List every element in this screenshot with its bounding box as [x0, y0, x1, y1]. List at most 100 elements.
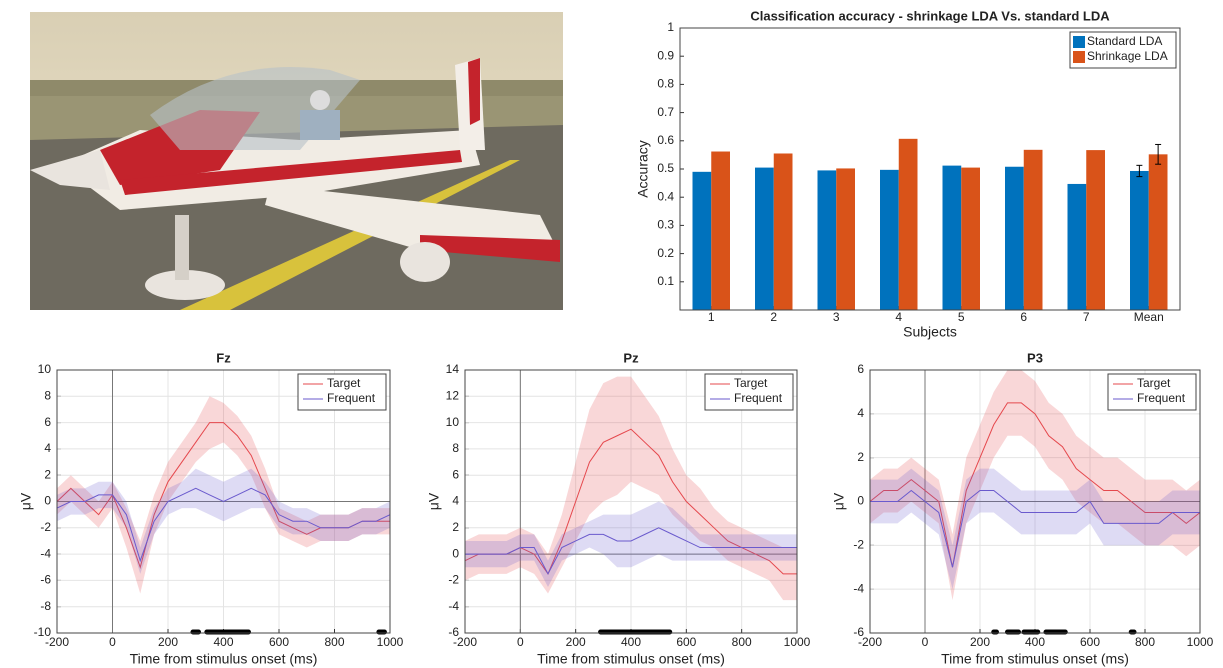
- x-tick-label: Mean: [1134, 310, 1164, 324]
- y-tick-label: 8: [452, 441, 459, 455]
- y-axis-label: Accuracy: [635, 140, 651, 198]
- legend-swatch: [1073, 36, 1085, 48]
- legend-label: Frequent: [1137, 391, 1186, 405]
- y-tick-label: 0: [44, 494, 51, 508]
- x-tick-label: 0: [109, 635, 116, 649]
- legend-label: Target: [327, 376, 361, 390]
- chart-title: Pz: [623, 350, 639, 365]
- y-tick-label: 0.9: [657, 48, 674, 62]
- y-tick-label: 0.1: [657, 274, 674, 288]
- chart: 0.1 0.2 0.3 0.4 0.5 0.6 0.7 0.8 0.9 1 Classificati…: [635, 8, 1181, 340]
- y-tick-label: 0: [452, 546, 459, 560]
- y-tick-label: 2: [44, 467, 51, 481]
- y-tick-label: 8: [44, 388, 51, 402]
- y-tick-label: 2: [857, 450, 864, 464]
- legend-swatch: [1073, 51, 1085, 63]
- y-tick-label: 4: [857, 406, 864, 420]
- x-tick-label: 800: [324, 635, 344, 649]
- x-tick-label: 3: [833, 310, 840, 324]
- x-axis-label: Time from stimulus onset (ms): [130, 651, 318, 667]
- bar: [1086, 150, 1105, 310]
- y-axis-label: μV: [831, 492, 847, 510]
- x-tick-label: 400: [213, 635, 233, 649]
- legend-label: Target: [1137, 376, 1171, 390]
- x-tick-label: 5: [958, 310, 965, 324]
- x-tick-label: 4: [895, 310, 902, 324]
- y-tick-label: 0.2: [657, 246, 674, 260]
- legend-label: Target: [734, 376, 768, 390]
- x-tick-label: 400: [1025, 635, 1045, 649]
- bar: [880, 169, 899, 310]
- bar: [836, 168, 855, 310]
- x-tick-label: -200: [858, 635, 882, 649]
- y-tick-label: -6: [853, 625, 864, 639]
- x-tick-label: 200: [158, 635, 178, 649]
- bar: [1067, 183, 1087, 310]
- y-tick-label: -8: [40, 599, 51, 613]
- y-tick-label: 6: [452, 467, 459, 481]
- axes-frame: [679, 27, 1181, 311]
- x-tick-label: 6: [1020, 310, 1027, 324]
- photo: [30, 12, 563, 310]
- legend-box: [704, 373, 794, 411]
- y-tick-label: -2: [448, 573, 459, 587]
- bar: [711, 151, 730, 310]
- confidence-band: [57, 468, 390, 574]
- x-tick-label: 600: [676, 635, 696, 649]
- y-tick-label: 6: [857, 362, 864, 376]
- bar: [942, 165, 962, 310]
- chart: -6 -4 -2 0 2 4 6 8 10 12 14 Pz Time from stimulus on…: [426, 350, 811, 666]
- legend-label: Standard LDA: [1087, 34, 1162, 48]
- legend-box: [1107, 373, 1197, 411]
- bar: [1005, 166, 1024, 310]
- x-tick-label: 1000: [377, 635, 404, 649]
- y-tick-label: 0.3: [657, 218, 674, 232]
- legend-box: [297, 373, 387, 411]
- x-tick-label: 600: [269, 635, 289, 649]
- x-axis-label: Subjects: [903, 324, 957, 340]
- y-tick-label: -2: [853, 538, 864, 552]
- y-tick-label: -2: [40, 520, 51, 534]
- chart: -10 -8 -6 -4 -2 0 2 4 6 8 10 Fz Time from stimulus o…: [18, 350, 404, 666]
- y-tick-label: 4: [452, 494, 459, 508]
- x-tick-label: -200: [453, 635, 477, 649]
- y-tick-label: -10: [34, 625, 52, 639]
- axes-frame: [869, 369, 1201, 634]
- y-tick-label: -6: [40, 573, 51, 587]
- y-tick-label: 0: [857, 494, 864, 508]
- x-tick-label: 200: [970, 635, 990, 649]
- line: [56, 487, 391, 563]
- y-tick-label: 14: [446, 362, 460, 376]
- line: [870, 489, 1200, 568]
- axes-frame: [56, 369, 391, 634]
- y-tick-label: 0.8: [657, 77, 674, 91]
- y-tick-label: 6: [44, 415, 51, 429]
- x-tick-label: 7: [1083, 310, 1090, 324]
- bar: [773, 153, 793, 310]
- confidence-band: [465, 501, 797, 587]
- chart-title: Fz: [216, 350, 231, 365]
- bar: [755, 167, 774, 310]
- x-tick-label: 600: [1080, 635, 1100, 649]
- y-axis-label: μV: [18, 492, 34, 510]
- axes-frame: [464, 369, 798, 634]
- bar: [961, 167, 980, 310]
- bar: [898, 138, 918, 310]
- y-tick-label: 0.4: [657, 189, 674, 203]
- chart-title: P3: [1027, 350, 1043, 365]
- y-tick-label: 10: [38, 362, 52, 376]
- legend-label: Shrinkage LDA: [1087, 49, 1168, 63]
- x-tick-label: 400: [621, 635, 641, 649]
- x-tick-label: 200: [566, 635, 586, 649]
- y-tick-label: 4: [44, 441, 51, 455]
- y-tick-label: 12: [446, 388, 460, 402]
- bar: [817, 170, 837, 310]
- y-tick-label: 10: [446, 415, 460, 429]
- confidence-band: [465, 376, 797, 601]
- y-tick-label: 2: [452, 520, 459, 534]
- line: [465, 527, 797, 575]
